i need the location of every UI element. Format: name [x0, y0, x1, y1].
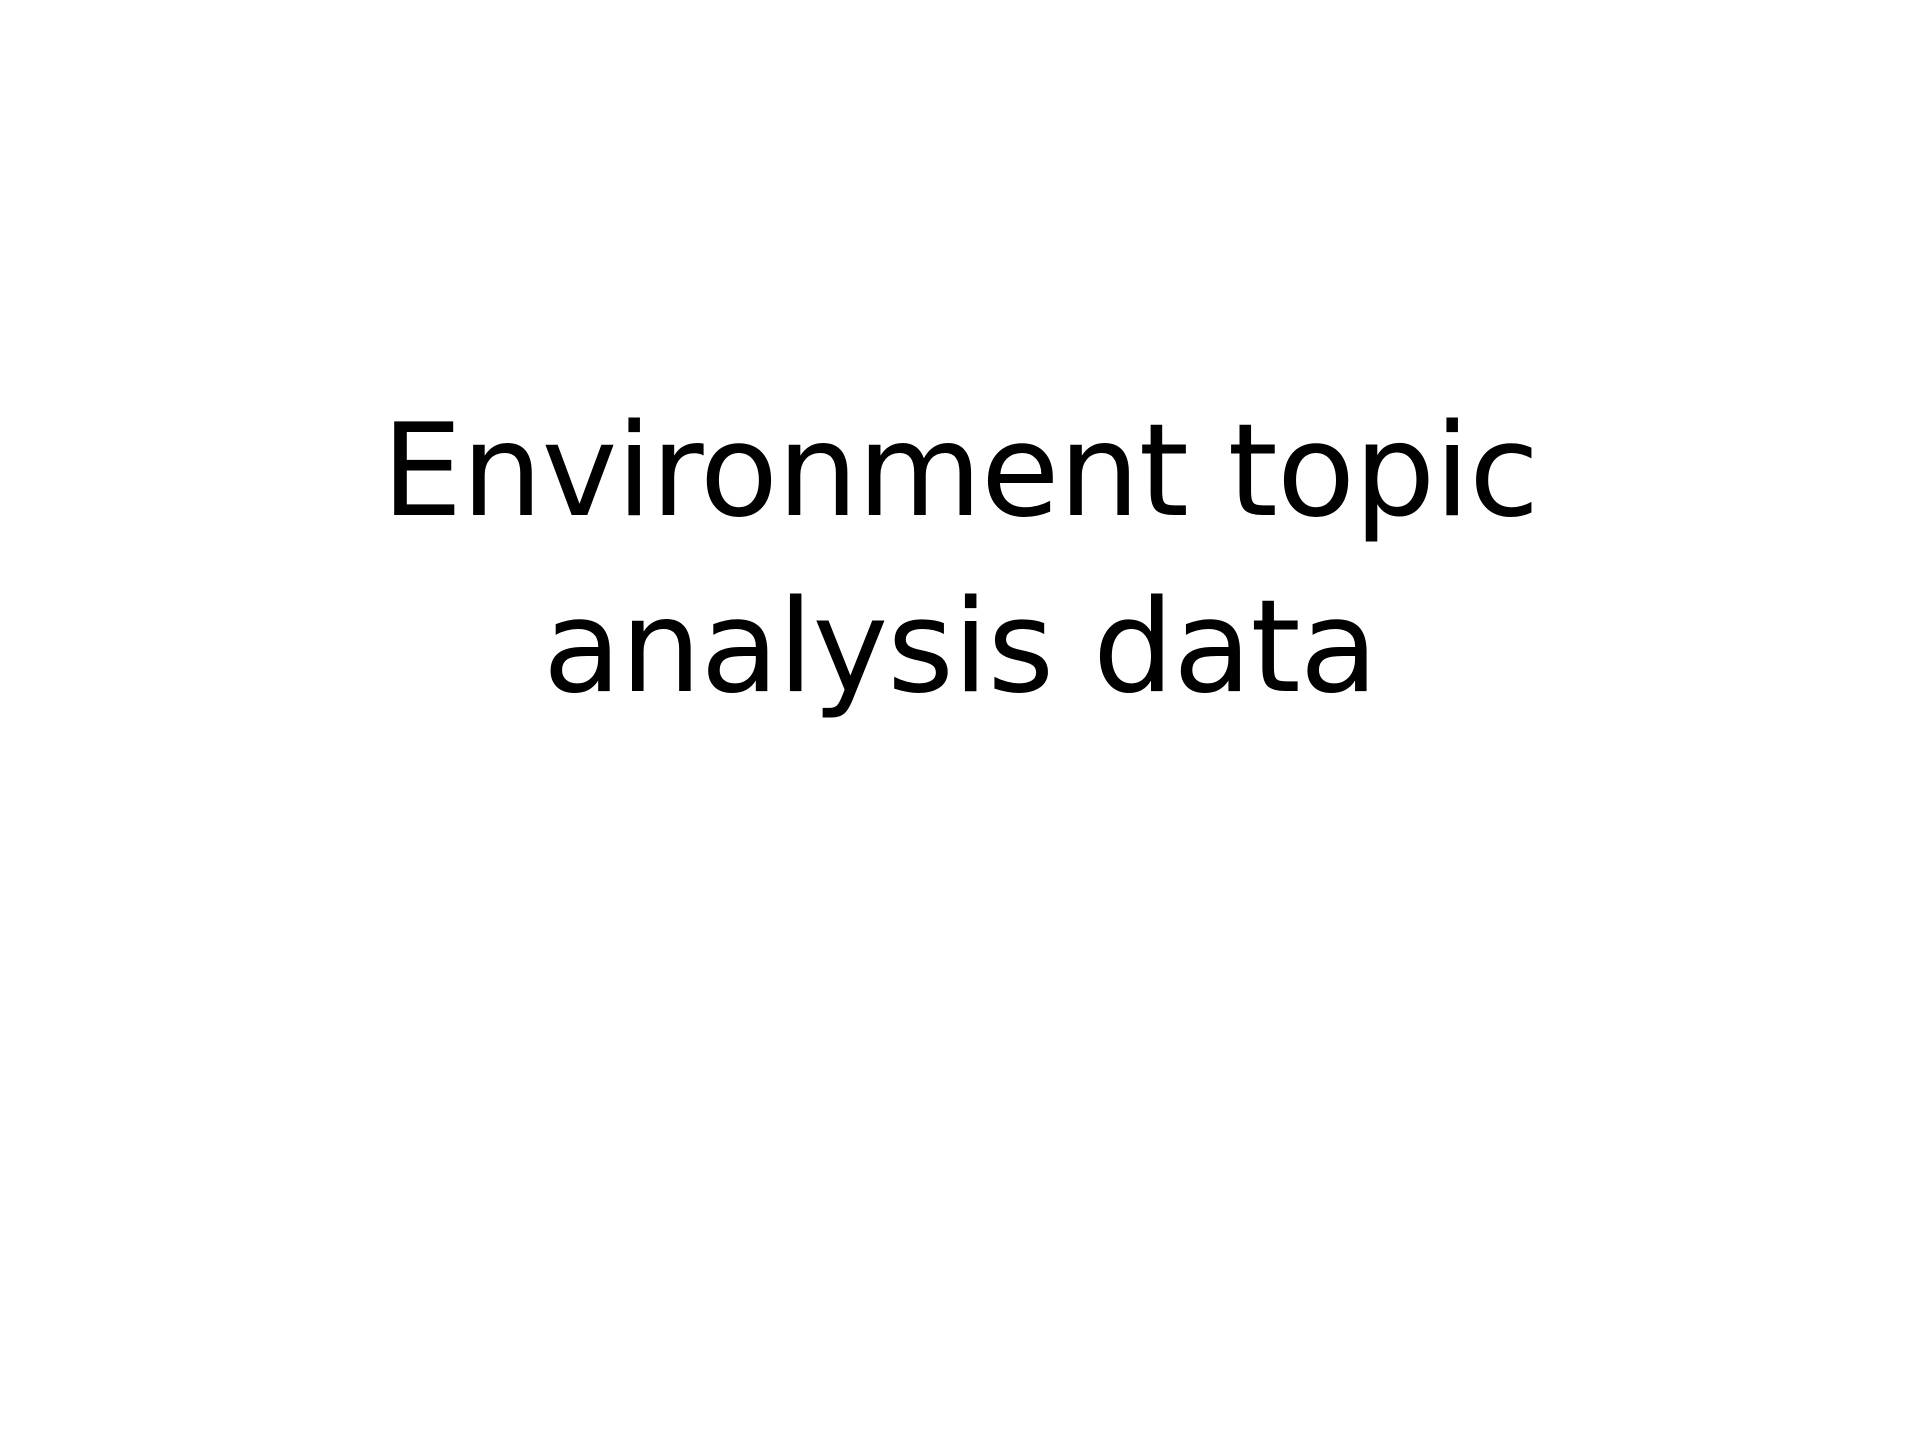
slide-title-line-2: analysis data — [542, 573, 1378, 722]
slide-title-line-1: Environment topic — [381, 397, 1540, 546]
slide-title: Environment topic analysis data — [240, 380, 1680, 740]
